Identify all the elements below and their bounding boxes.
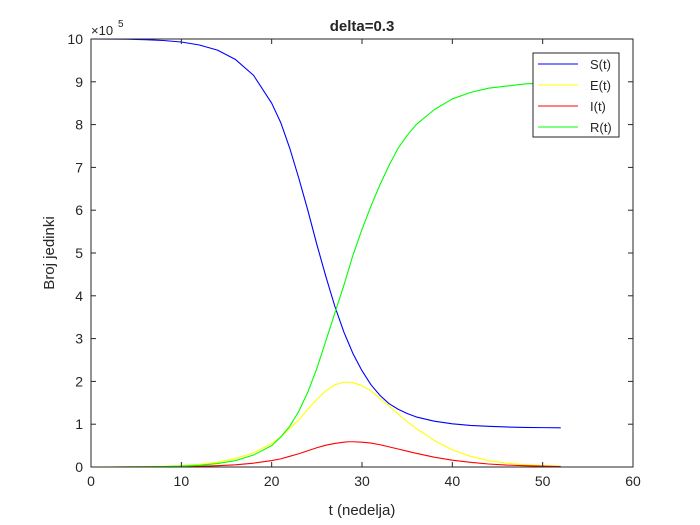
x-tick-label: 20 — [264, 473, 280, 489]
series-line-et — [91, 381, 561, 467]
y-tick-label: 3 — [75, 331, 83, 347]
y-tick-label: 8 — [75, 117, 83, 133]
y-tick-label: 4 — [75, 288, 83, 304]
series-line-st — [91, 39, 561, 429]
y-tick-label: 2 — [75, 373, 83, 389]
x-tick-label: 40 — [445, 473, 461, 489]
y-multiplier: ×10 5 — [91, 19, 124, 38]
y-multiplier-base: ×10 — [91, 23, 113, 38]
series-line-rt — [91, 82, 561, 467]
y-tick-label: 1 — [75, 416, 83, 432]
x-tick-label: 10 — [174, 473, 190, 489]
chart-title: delta=0.3 — [330, 18, 395, 35]
x-tick-label: 60 — [625, 473, 641, 489]
y-axis-label: Broj jedinki — [41, 216, 58, 289]
y-tick-label: 0 — [75, 459, 83, 475]
legend-label-st: S(t) — [590, 57, 611, 72]
y-tick-label: 6 — [75, 202, 83, 218]
x-tick-label: 30 — [354, 473, 370, 489]
y-tick-label: 9 — [75, 74, 83, 90]
legend-box — [532, 52, 620, 138]
series-line-it — [91, 441, 561, 467]
legend-label-it: I(t) — [590, 99, 606, 114]
y-tick-label: 7 — [75, 159, 83, 175]
series-layer — [91, 39, 561, 467]
x-tick-label: 50 — [535, 473, 551, 489]
legend: S(t) E(t) I(t) R(t) — [532, 52, 620, 138]
y-tick-label: 5 — [75, 245, 83, 261]
x-tick-label: 0 — [87, 473, 95, 489]
ticks-layer: 0 10 20 30 40 50 60 0 1 2 3 4 5 6 7 8 9 10 — [67, 31, 641, 489]
legend-label-et: E(t) — [590, 78, 611, 93]
y-tick-label: 10 — [67, 31, 83, 47]
legend-label-rt: R(t) — [590, 120, 612, 135]
x-axis-label: t (nedelja) — [329, 502, 396, 519]
y-multiplier-exponent: 5 — [118, 19, 124, 30]
